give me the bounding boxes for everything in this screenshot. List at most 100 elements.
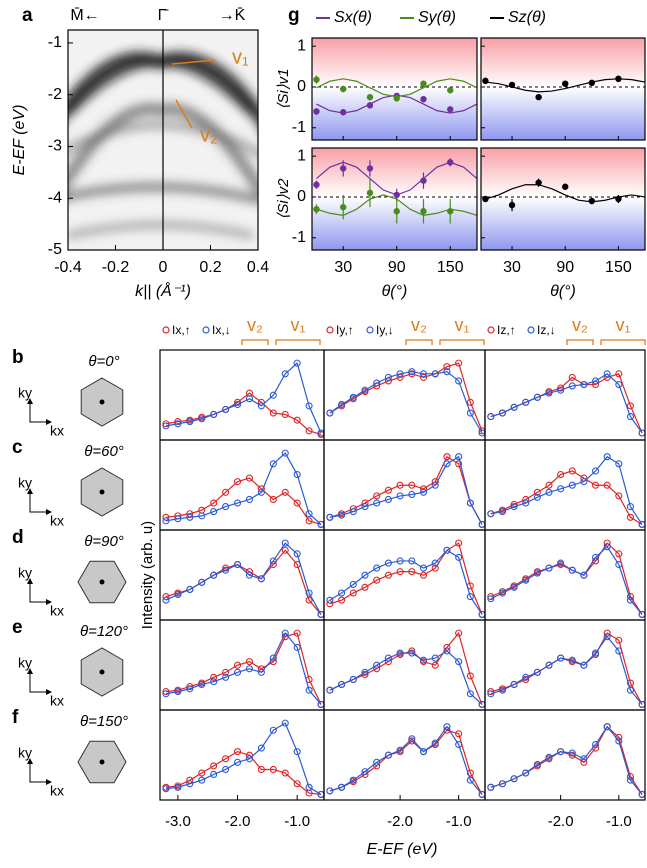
legend-label: Ix,↑ — [172, 323, 191, 337]
legend-marker — [528, 327, 534, 333]
x-axis-label: k|| (Å⁻¹) — [135, 281, 191, 300]
data-point — [562, 80, 568, 86]
x-tick-label: 150 — [437, 259, 464, 276]
x-tick-label: -2.0 — [225, 813, 251, 830]
data-point — [509, 82, 515, 88]
band-label: v₁ — [232, 46, 249, 68]
data-point — [447, 208, 453, 214]
data-point — [482, 78, 488, 84]
axes-frame — [485, 620, 645, 710]
spectrum-line — [166, 543, 321, 614]
y-tick-label: 1 — [297, 147, 306, 164]
data-point — [420, 177, 426, 183]
k-axes — [30, 670, 50, 692]
legend-label: Sx(θ) — [334, 9, 372, 26]
k-axes — [30, 490, 50, 512]
x-tick-label: -0.4 — [54, 259, 82, 276]
range-label: v₂ — [411, 315, 427, 335]
x-axis-label: E-EF (eV) — [367, 841, 438, 858]
spectrum-line — [166, 633, 321, 704]
data-point — [313, 76, 319, 82]
figure: aM̄←Γ̄→K̄v₁v₂-0.4-0.200.20.4-5-4-3-2-1k|… — [0, 0, 647, 868]
data-point — [313, 108, 319, 114]
x-tick-label: 150 — [605, 259, 632, 276]
spectrum-line — [166, 752, 321, 795]
data-point — [367, 165, 373, 171]
zone-center — [100, 670, 105, 675]
y-tick-label: 1 — [297, 37, 306, 54]
legend-marker — [327, 327, 333, 333]
data-point — [615, 76, 621, 82]
x-tick-label: 30 — [503, 259, 521, 276]
spectrum-line — [166, 633, 321, 704]
panel-label: c — [12, 437, 23, 458]
x-tick-label: -0.2 — [102, 259, 130, 276]
theta-label: θ=90° — [84, 533, 124, 550]
axes-frame — [160, 620, 324, 710]
legend-label: Sz(θ) — [508, 9, 546, 26]
data-point — [420, 208, 426, 214]
direction-label: Γ̄ — [158, 7, 170, 24]
range-bracket — [601, 340, 645, 345]
x-tick-label: -2.0 — [387, 813, 413, 830]
y-axis-label: ⟨Si⟩v2 — [275, 178, 292, 220]
band-label: v₂ — [200, 124, 218, 146]
positive-region — [481, 148, 645, 197]
panel-label: b — [12, 347, 24, 368]
x-tick-label: -2.0 — [548, 813, 574, 830]
axes-frame — [160, 350, 324, 440]
data-point — [340, 165, 346, 171]
spectrum-line — [491, 543, 642, 614]
spectrum-line — [491, 374, 642, 433]
spectrum-line — [330, 372, 482, 433]
axis-icon-label: ky — [18, 655, 32, 671]
axes-frame — [324, 710, 485, 800]
axis-icon-label: ky — [18, 565, 32, 581]
axis-icon-label: kx — [50, 423, 64, 439]
range-label: v₁ — [290, 315, 305, 335]
y-tick-label: -5 — [48, 241, 62, 258]
k-axes — [30, 760, 50, 782]
data-point — [447, 106, 453, 112]
spectrum-line — [330, 543, 482, 614]
x-tick-label: 90 — [388, 259, 406, 276]
y-tick-label: -2 — [48, 86, 62, 103]
y-tick-label: -1 — [48, 34, 62, 51]
axes-frame — [160, 440, 324, 530]
y-tick-label: -3 — [48, 138, 62, 155]
legend-label: Iz,↑ — [497, 323, 516, 337]
negative-region — [481, 197, 645, 250]
spectrum-line — [491, 727, 642, 795]
theta-label: θ=0° — [88, 353, 119, 370]
axis-icon-label: kx — [50, 603, 64, 619]
axis-icon-label: kx — [50, 783, 64, 799]
arrow-head — [27, 488, 52, 515]
axes-frame — [324, 350, 485, 440]
data-point — [535, 94, 541, 100]
k-axes — [30, 580, 50, 602]
axes-frame — [485, 710, 645, 800]
arrow-head — [27, 668, 52, 695]
data-point — [615, 196, 621, 202]
spectrum-line — [491, 637, 642, 705]
y-tick-label: -4 — [48, 189, 62, 206]
x-tick-label: -1.0 — [284, 813, 310, 830]
range-bracket — [440, 340, 484, 345]
arrow-head — [27, 398, 52, 425]
panel-label: g — [288, 5, 300, 26]
y-tick-label: 0 — [297, 188, 306, 205]
axis-icon-label: kx — [50, 513, 64, 529]
spectrum-line — [166, 393, 321, 434]
data-point — [394, 208, 400, 214]
y-axis-label: E-EF (eV) — [11, 105, 28, 176]
data-point — [340, 204, 346, 210]
spectrum-line — [166, 550, 321, 614]
range-label: v₁ — [615, 315, 630, 335]
x-axis-label: θ(°) — [550, 283, 576, 300]
zone-center — [100, 400, 105, 405]
data-point — [367, 190, 373, 196]
data-point — [367, 102, 373, 108]
zone-center — [100, 580, 105, 585]
data-point — [447, 159, 453, 165]
range-label: v₂ — [247, 315, 263, 335]
